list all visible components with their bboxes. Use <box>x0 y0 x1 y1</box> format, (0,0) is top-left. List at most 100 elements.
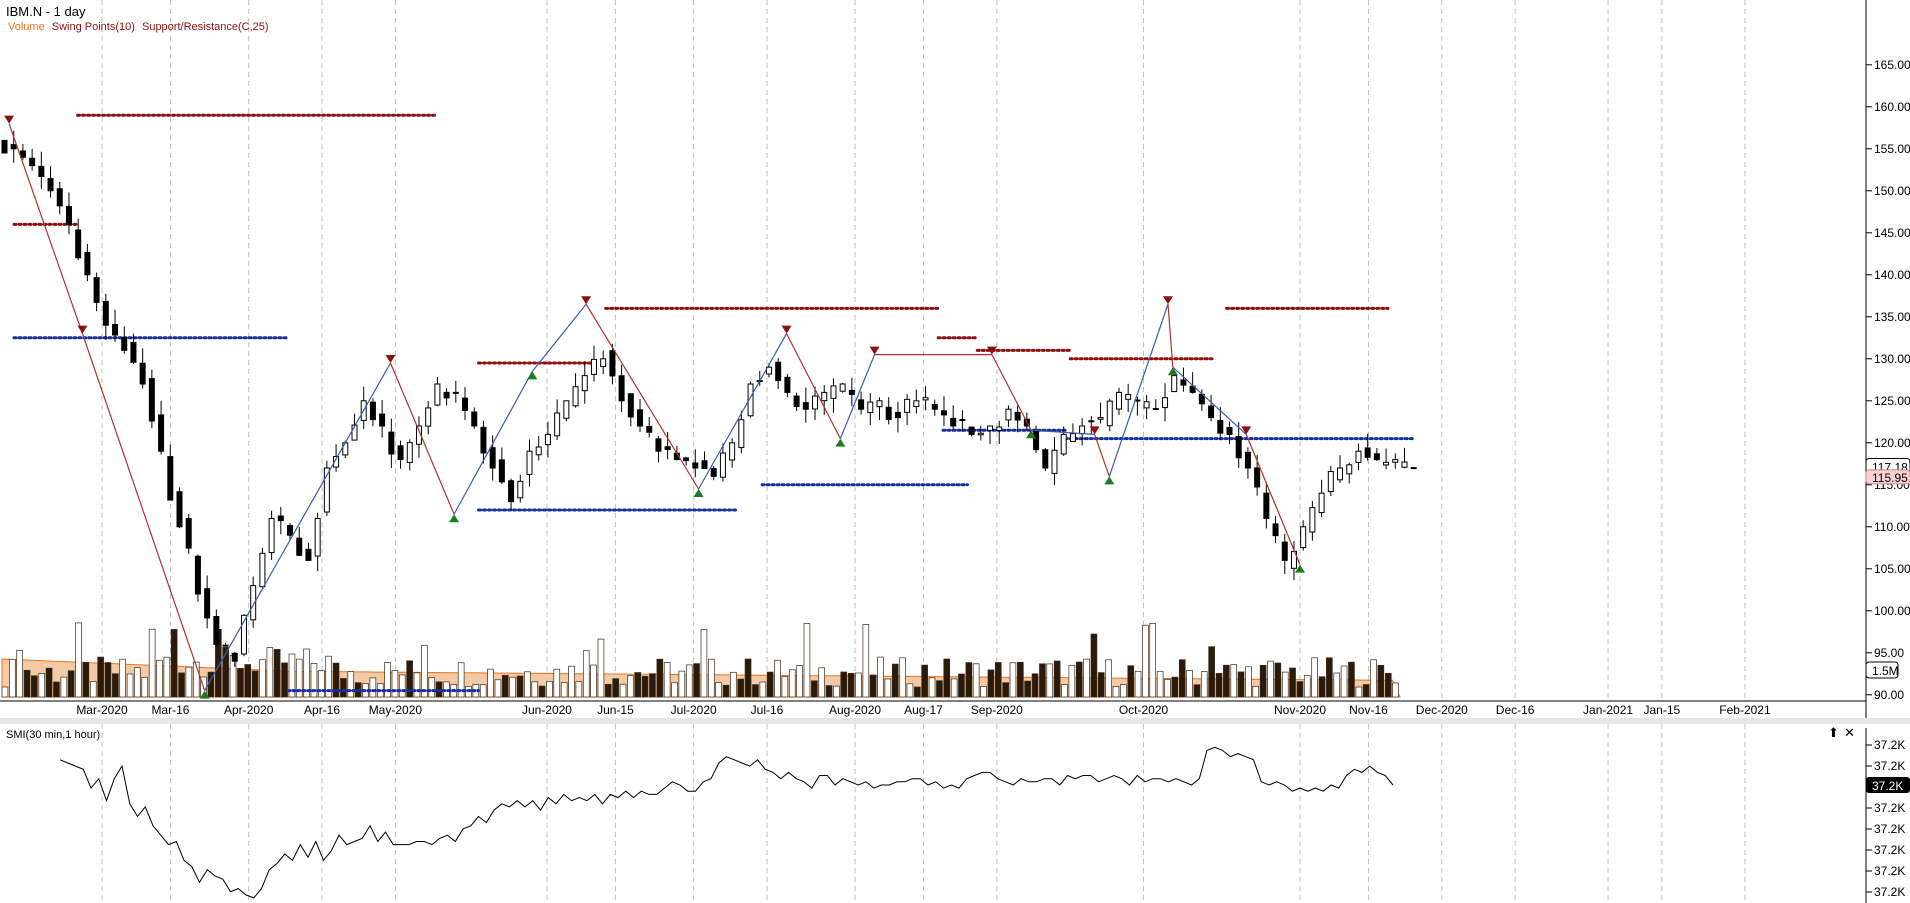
volume-bar <box>524 671 531 698</box>
candle-body <box>1300 526 1307 549</box>
volume-bar <box>833 685 840 698</box>
candle-body <box>1244 451 1251 469</box>
volume-bar <box>818 667 825 698</box>
arrow-up-icon[interactable]: ⬆ <box>1828 726 1839 741</box>
candle-body <box>75 229 82 259</box>
candle-body <box>480 426 487 454</box>
volume-bar <box>295 658 303 698</box>
volume-bar <box>1259 664 1267 698</box>
volume-bar <box>75 622 82 698</box>
volume-bar <box>428 677 436 698</box>
volume-bar <box>730 671 737 698</box>
candle-body <box>1383 461 1390 466</box>
volume-bar <box>1068 664 1076 698</box>
volume-bar <box>185 666 193 698</box>
volume-bar <box>1274 662 1282 698</box>
volume-bar <box>847 672 855 698</box>
candle-body <box>922 397 929 401</box>
candle-body <box>498 459 505 483</box>
swing-line <box>531 303 587 372</box>
candle-body <box>1115 391 1122 410</box>
y-tick-label: 95.00 <box>1874 646 1904 660</box>
volume-bar <box>1392 682 1399 698</box>
volume-bar <box>1370 659 1377 698</box>
legend-volume[interactable]: Volume <box>8 21 45 33</box>
candle-body <box>913 400 920 408</box>
volume-bar <box>1046 663 1054 698</box>
volume-bar <box>1355 686 1363 698</box>
volume-bar <box>1164 679 1171 698</box>
volume-bar <box>16 649 23 698</box>
volume-bar <box>1090 633 1098 698</box>
candle-body <box>931 404 938 410</box>
candle-body <box>1079 425 1086 435</box>
x-tick-label: Jul-2020 <box>671 703 717 717</box>
candle-body <box>415 425 422 445</box>
volume-bar <box>546 680 553 698</box>
candle-body <box>719 452 726 478</box>
candle-body <box>434 383 441 406</box>
candle-body <box>471 411 478 427</box>
swing-line <box>1031 429 1095 435</box>
candle-body <box>775 361 782 382</box>
candle-body <box>526 450 533 476</box>
candle-body <box>646 425 653 433</box>
volume-bar <box>303 648 310 698</box>
candle-body <box>701 460 708 470</box>
candle-body <box>812 395 819 410</box>
candle-body <box>747 383 754 417</box>
candle-body <box>10 144 17 150</box>
swing-line <box>1167 304 1174 368</box>
candle-body <box>765 366 772 375</box>
volume-bar <box>1171 676 1179 698</box>
volume-bar <box>332 662 340 698</box>
volume-bar <box>708 658 715 698</box>
volume-bar <box>671 682 678 698</box>
candle-body <box>609 350 616 377</box>
candle-body <box>1263 492 1270 519</box>
candle-body <box>1208 405 1215 419</box>
legend-swing-points[interactable]: Swing Points(10) <box>51 21 135 33</box>
candle-body <box>618 375 625 402</box>
candle-body <box>1337 467 1344 481</box>
candle-body <box>554 412 561 437</box>
volume-bar <box>310 663 318 698</box>
candle-body <box>1152 408 1159 411</box>
volume-bar <box>273 649 281 698</box>
legend-support-resistance[interactable]: Support/Resistance(C,25) <box>141 21 269 33</box>
volume-bar <box>972 663 980 698</box>
candle-body <box>93 277 100 303</box>
volume-bar <box>685 664 693 698</box>
candle-body <box>517 480 524 499</box>
volume-bar <box>1156 670 1164 698</box>
x-tick-label: Nov-16 <box>1349 703 1388 717</box>
y-tick-label: 135.00 <box>1874 310 1910 324</box>
volume-bar <box>38 673 46 698</box>
y-tick-label: 165.00 <box>1874 58 1910 72</box>
volume-bar <box>82 662 90 698</box>
candle-body <box>462 397 469 411</box>
volume-bar <box>619 683 627 698</box>
candle-body <box>959 419 966 422</box>
volume-bar <box>509 676 516 698</box>
candle-body <box>139 362 146 385</box>
volume-bar <box>1053 660 1061 698</box>
volume-bar <box>994 662 1002 698</box>
volume-bar <box>1017 661 1024 698</box>
candle-body <box>112 324 119 336</box>
volume-bar <box>1340 665 1348 698</box>
candle-body <box>968 426 975 435</box>
volume-bar <box>1097 672 1105 698</box>
candle-body <box>38 165 45 177</box>
swing-high-marker <box>4 115 15 124</box>
volume-bar <box>384 662 391 698</box>
volume-bar <box>148 628 156 698</box>
volume-bar <box>259 659 266 698</box>
volume-bar <box>347 671 355 698</box>
smi-y-tick-label: 37.2K <box>1874 864 1905 878</box>
candle-body <box>1373 453 1380 461</box>
volume-bar <box>560 682 568 698</box>
candle-body <box>1180 379 1187 386</box>
close-icon[interactable]: ✕ <box>1844 726 1855 741</box>
candle-body <box>204 588 211 619</box>
